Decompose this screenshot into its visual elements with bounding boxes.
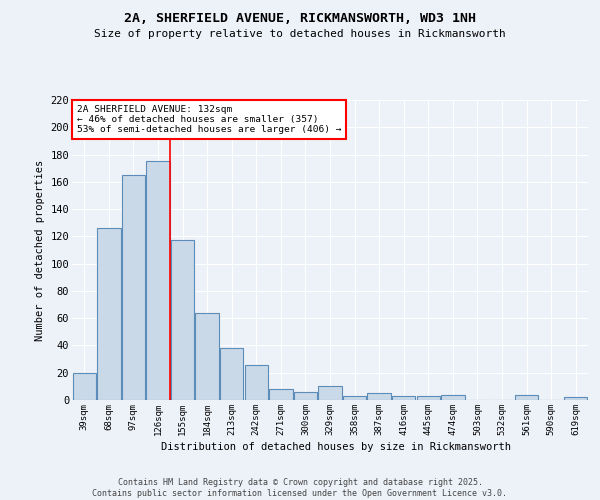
Bar xyxy=(220,348,244,400)
Bar xyxy=(269,389,293,400)
Bar xyxy=(441,394,464,400)
Bar xyxy=(196,312,219,400)
Bar xyxy=(97,228,121,400)
Bar xyxy=(319,386,341,400)
Text: 2A, SHERFIELD AVENUE, RICKMANSWORTH, WD3 1NH: 2A, SHERFIELD AVENUE, RICKMANSWORTH, WD3… xyxy=(124,12,476,26)
Text: Contains HM Land Registry data © Crown copyright and database right 2025.
Contai: Contains HM Land Registry data © Crown c… xyxy=(92,478,508,498)
Bar xyxy=(416,396,440,400)
Y-axis label: Number of detached properties: Number of detached properties xyxy=(35,160,45,340)
Bar xyxy=(122,175,145,400)
Bar xyxy=(245,364,268,400)
Text: Size of property relative to detached houses in Rickmansworth: Size of property relative to detached ho… xyxy=(94,29,506,39)
Bar xyxy=(367,393,391,400)
Bar xyxy=(392,396,415,400)
Text: Distribution of detached houses by size in Rickmansworth: Distribution of detached houses by size … xyxy=(161,442,511,452)
Bar xyxy=(146,162,170,400)
Bar xyxy=(73,372,96,400)
Bar xyxy=(343,396,366,400)
Bar xyxy=(564,398,587,400)
Bar xyxy=(171,240,194,400)
Bar xyxy=(515,394,538,400)
Text: 2A SHERFIELD AVENUE: 132sqm
← 46% of detached houses are smaller (357)
53% of se: 2A SHERFIELD AVENUE: 132sqm ← 46% of det… xyxy=(77,104,341,134)
Bar xyxy=(294,392,317,400)
